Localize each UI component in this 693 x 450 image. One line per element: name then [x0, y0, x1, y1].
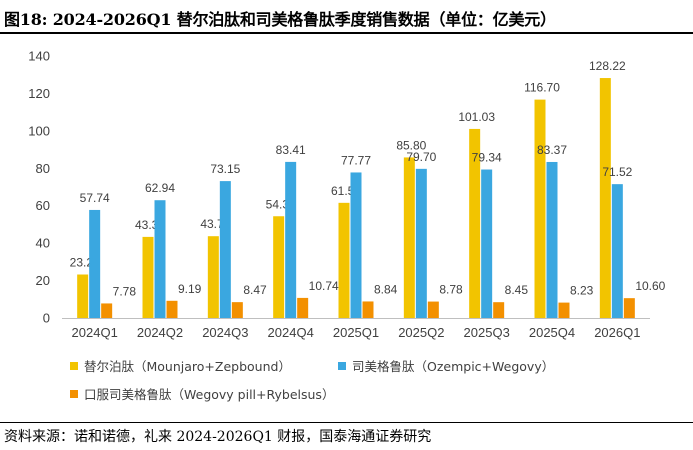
y-tick-label: 120 [28, 86, 50, 101]
bar [89, 209, 101, 318]
data-label: 116.70 [524, 81, 560, 95]
bar [362, 301, 374, 318]
figure-title: 图18: 2024-2026Q1 替尔泊肽和司美格鲁肽季度销售数据（单位：亿美元… [4, 10, 556, 29]
bar [481, 169, 493, 318]
y-tick-label: 80 [36, 161, 50, 176]
x-tick-label: 2025Q4 [529, 325, 575, 340]
source-note: 资料来源：诺和诺德，礼来 2024-2026Q1 财报，国泰海通证券研究 [4, 429, 432, 445]
bar [493, 302, 505, 318]
bar [350, 172, 362, 318]
bar [403, 157, 415, 318]
bar [427, 301, 439, 318]
bar [166, 300, 178, 318]
bar [599, 78, 611, 318]
data-label: 71.52 [602, 165, 632, 179]
bar [154, 200, 166, 318]
data-label: 128.22 [589, 59, 626, 73]
data-label: 8.78 [439, 283, 463, 297]
data-label: 62.94 [145, 181, 175, 195]
y-tick-label: 140 [28, 49, 50, 64]
y-tick-label: 0 [43, 311, 50, 326]
data-label: 85.80 [396, 138, 426, 152]
data-label: 79.34 [472, 151, 502, 165]
data-label: 77.77 [341, 153, 371, 167]
data-label: 73.15 [210, 162, 240, 176]
data-label: 9.19 [178, 282, 202, 296]
x-tick-label: 2024Q3 [202, 325, 248, 340]
bar [142, 236, 154, 318]
bar [558, 302, 570, 318]
bar [469, 128, 481, 318]
data-label: 7.78 [113, 284, 137, 298]
x-tick-label: 2026Q1 [594, 325, 640, 340]
data-label: 101.03 [458, 110, 495, 124]
title-rule [0, 32, 693, 34]
data-label: 8.84 [374, 282, 398, 296]
bar [285, 161, 297, 318]
legend-swatch [70, 390, 78, 398]
bar-chart: 02040608010012014023.2457.747.782024Q143… [28, 49, 665, 403]
data-label: 10.60 [635, 279, 665, 293]
bar [338, 202, 350, 318]
x-tick-label: 2025Q2 [398, 325, 444, 340]
bar [273, 216, 285, 318]
x-tick-label: 2024Q2 [137, 325, 183, 340]
y-tick-label: 100 [28, 123, 50, 138]
bar [231, 302, 243, 318]
bar [297, 297, 309, 318]
data-label: 57.74 [80, 191, 110, 205]
legend-label: 口服司美格鲁肽（Wegovy pill+Rybelsus） [84, 387, 334, 402]
y-tick-label: 60 [36, 198, 50, 213]
y-tick-label: 20 [36, 273, 50, 288]
data-label: 8.45 [505, 283, 529, 297]
x-tick-label: 2025Q3 [464, 325, 510, 340]
bar [623, 298, 635, 318]
bar [611, 184, 623, 318]
bar [219, 181, 231, 318]
footer-rule [0, 422, 693, 423]
data-label: 83.41 [276, 143, 306, 157]
bar [546, 161, 558, 318]
x-tick-label: 2024Q1 [72, 325, 118, 340]
x-tick-label: 2025Q1 [333, 325, 379, 340]
x-tick-label: 2024Q4 [268, 325, 314, 340]
bar [415, 168, 427, 318]
y-tick-label: 40 [36, 236, 50, 251]
bar [101, 303, 113, 318]
legend-swatch [70, 362, 78, 370]
data-label: 8.23 [570, 284, 594, 298]
bar [534, 99, 546, 319]
legend-swatch [338, 362, 346, 370]
data-label: 83.37 [537, 143, 567, 157]
legend-label: 司美格鲁肽（Ozempic+Wegovy） [352, 359, 554, 374]
data-label: 79.70 [406, 150, 436, 164]
bar [207, 236, 219, 318]
bar [77, 274, 89, 318]
data-label: 8.47 [243, 283, 267, 297]
data-label: 10.74 [309, 279, 339, 293]
legend-label: 替尔泊肽（Mounjaro+Zepbound） [84, 359, 291, 374]
